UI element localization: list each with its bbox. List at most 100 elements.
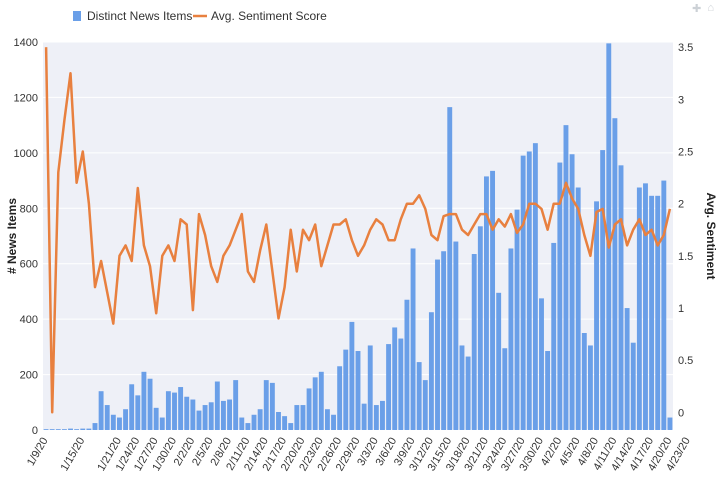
bar bbox=[214, 381, 220, 430]
bar bbox=[184, 396, 190, 430]
bar bbox=[392, 327, 398, 430]
x-tick-label: 1/9/20 bbox=[25, 436, 51, 468]
bar bbox=[532, 143, 538, 430]
bar bbox=[208, 402, 214, 430]
bar bbox=[563, 125, 569, 431]
bar bbox=[447, 107, 453, 430]
reset-icon[interactable]: ⌂ bbox=[707, 2, 714, 14]
bar bbox=[202, 405, 208, 430]
bar bbox=[123, 409, 129, 430]
y2-tick-label: 0.5 bbox=[678, 355, 693, 367]
bar bbox=[355, 351, 361, 430]
bar bbox=[251, 414, 257, 430]
bar bbox=[43, 429, 49, 430]
bar bbox=[98, 391, 104, 430]
zoom-icon[interactable]: ✚ bbox=[692, 3, 702, 15]
y2-axis-title: Avg. Sentiment bbox=[704, 193, 718, 280]
bar bbox=[490, 170, 496, 430]
bar bbox=[331, 414, 336, 430]
y-tick-label: 200 bbox=[20, 370, 38, 382]
bar bbox=[343, 349, 349, 430]
bar bbox=[514, 209, 520, 430]
bar bbox=[416, 362, 422, 430]
bar bbox=[594, 201, 599, 430]
bar-series bbox=[43, 43, 673, 431]
y-tick-label: 400 bbox=[20, 314, 38, 326]
bar bbox=[587, 345, 593, 430]
bar bbox=[624, 308, 630, 430]
bar bbox=[263, 380, 269, 430]
bar bbox=[655, 195, 661, 430]
bar bbox=[367, 345, 373, 430]
bar bbox=[422, 380, 428, 430]
bar bbox=[453, 241, 459, 430]
y2-tick-label: 1.5 bbox=[678, 251, 693, 263]
bar bbox=[612, 118, 618, 430]
bar bbox=[373, 405, 379, 430]
bar bbox=[276, 411, 281, 430]
bar bbox=[441, 251, 447, 430]
legend-swatch-bars bbox=[73, 11, 81, 21]
y-tick-label: 1000 bbox=[14, 148, 38, 160]
y-tick-label: 1400 bbox=[14, 37, 38, 49]
bar bbox=[496, 292, 502, 430]
bar bbox=[92, 423, 98, 430]
bar bbox=[227, 399, 232, 430]
bar bbox=[68, 428, 73, 430]
modebar: ✚ ⌂ bbox=[692, 2, 714, 15]
bar bbox=[80, 428, 86, 430]
y2-tick-label: 1 bbox=[678, 303, 684, 315]
bar bbox=[74, 429, 80, 430]
bar bbox=[233, 380, 239, 430]
bar bbox=[306, 388, 312, 430]
bar bbox=[520, 155, 526, 430]
bar bbox=[178, 387, 184, 430]
bar bbox=[539, 298, 544, 430]
bar bbox=[502, 348, 508, 430]
bar bbox=[312, 377, 318, 430]
bar bbox=[557, 162, 563, 431]
bar bbox=[245, 423, 251, 430]
bar bbox=[318, 371, 324, 430]
bar bbox=[141, 371, 147, 430]
bar bbox=[172, 392, 177, 430]
bar bbox=[159, 417, 165, 430]
bar bbox=[147, 378, 153, 430]
bar bbox=[220, 400, 226, 430]
bar bbox=[361, 403, 367, 430]
bar bbox=[643, 183, 648, 430]
y2-tick-label: 3.5 bbox=[678, 42, 693, 54]
bar bbox=[380, 400, 385, 430]
bar bbox=[324, 409, 330, 430]
bar bbox=[575, 187, 581, 430]
bar bbox=[257, 409, 263, 430]
y2-tick-label: 2.5 bbox=[678, 147, 693, 159]
bar bbox=[386, 344, 392, 430]
bar bbox=[477, 226, 483, 430]
bar bbox=[61, 429, 67, 430]
legend[interactable]: Distinct News Items Avg. Sentiment Score bbox=[73, 9, 327, 23]
bar bbox=[581, 333, 587, 430]
bar bbox=[404, 299, 410, 430]
sentiment-line bbox=[44, 47, 672, 414]
bar bbox=[153, 407, 159, 430]
bar bbox=[465, 356, 471, 430]
bar bbox=[349, 321, 355, 430]
bar bbox=[55, 429, 61, 430]
y2-tick-label: 0 bbox=[678, 407, 684, 419]
bar bbox=[569, 154, 575, 430]
bar bbox=[196, 410, 202, 430]
y-tick-label: 1200 bbox=[14, 92, 38, 104]
bar bbox=[649, 195, 655, 430]
bar bbox=[551, 242, 557, 430]
bar bbox=[618, 165, 624, 431]
y2-axis-ticks: 0 0.5 1 1.5 2 2.5 3 3.5 bbox=[678, 42, 693, 419]
bar bbox=[135, 395, 141, 430]
bar bbox=[484, 176, 489, 430]
bar bbox=[398, 338, 404, 430]
y2-tick-label: 2 bbox=[678, 199, 684, 211]
bar bbox=[661, 180, 667, 430]
x-tick-label: 1/15/20 bbox=[59, 436, 88, 474]
bar bbox=[600, 150, 606, 431]
